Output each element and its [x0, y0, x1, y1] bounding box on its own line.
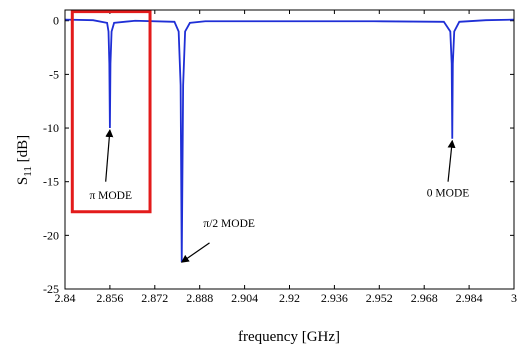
x-axis-title: frequency [GHz] [238, 329, 340, 345]
s11-series-line [64, 18, 515, 263]
mode-annotations: π MODE π/2 MODE 0 MODE [89, 129, 470, 263]
annotation-arrow [105, 129, 114, 182]
x-tick-label: 2.84 [55, 291, 76, 305]
x-tick-label: 2.984 [456, 291, 483, 305]
x-tick-label: 2.872 [141, 291, 168, 305]
x-tick-label: 2.888 [186, 291, 213, 305]
annotation-arrow [447, 139, 456, 182]
mode-annotation-label: 0 MODE [427, 188, 470, 200]
y-tick-label: -15 [43, 175, 59, 189]
y-axis-title-subscript: 11 [22, 166, 34, 177]
y-tick-label: -20 [43, 228, 59, 242]
y-tick-label: -5 [49, 67, 59, 81]
mode-annotation-label: π/2 MODE [203, 218, 255, 230]
x-tick-label: 2.952 [366, 291, 393, 305]
x-tick-label: 2.856 [96, 291, 123, 305]
axis-ticks [64, 10, 515, 290]
x-tick-label: 3 [511, 291, 517, 305]
x-tick-label: 2.968 [411, 291, 438, 305]
tick-labels: 2.84 2.856 2.872 2.888 2.904 2.92 2.936 2.952 2.… [43, 14, 517, 305]
x-tick-label: 2.904 [231, 291, 258, 305]
annotation-arrow [180, 242, 210, 263]
y-tick-label: -25 [43, 282, 59, 296]
mode-annotation-label: π MODE [89, 190, 132, 202]
y-axis-title: S11 [dB] [15, 135, 34, 185]
y-axis-title-unit: [dB] [15, 135, 31, 166]
plot-frame [64, 9, 515, 290]
y-tick-label: -10 [43, 121, 59, 135]
x-tick-label: 2.936 [321, 291, 348, 305]
pi-mode-highlight-box [70, 10, 152, 214]
x-tick-label: 2.92 [279, 291, 300, 305]
y-axis-title-main: S [15, 177, 31, 185]
y-tick-label: 0 [53, 14, 59, 28]
